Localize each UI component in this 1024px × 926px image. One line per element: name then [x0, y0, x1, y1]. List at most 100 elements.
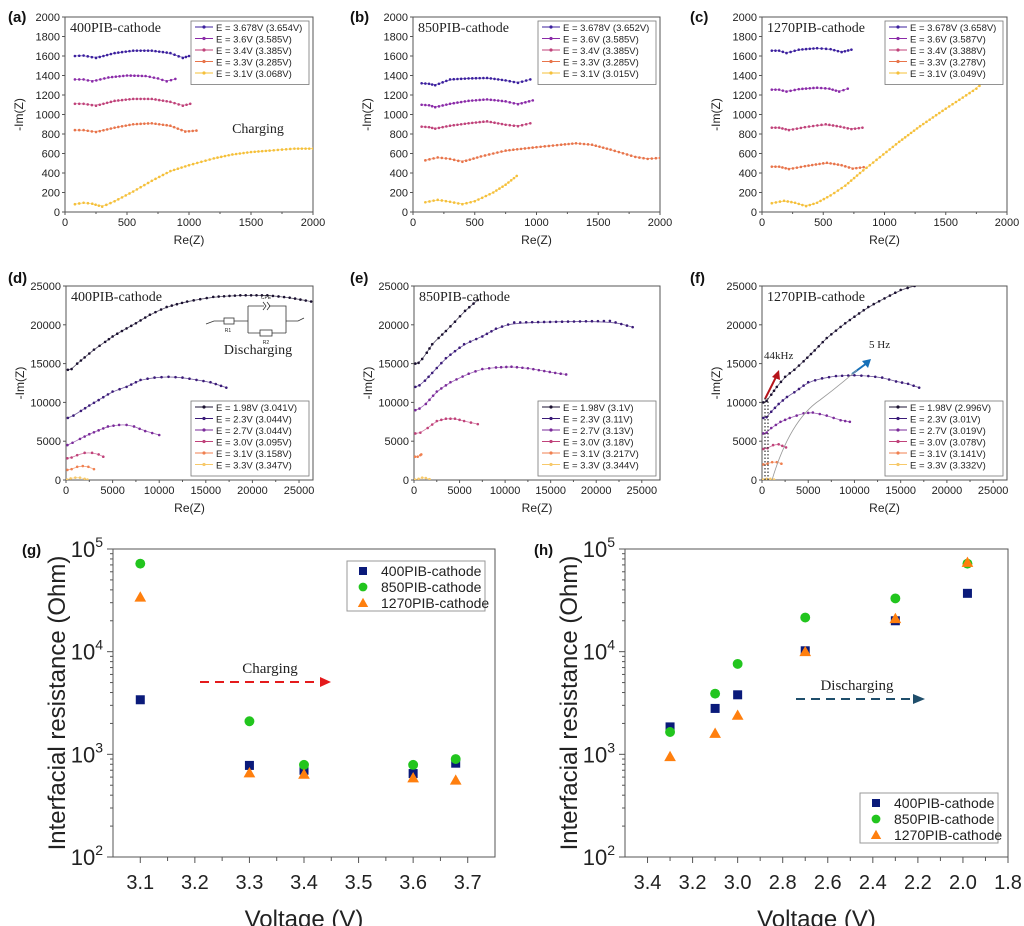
- x-tick-label: 3.5: [345, 872, 373, 894]
- data-point: [532, 367, 535, 371]
- x-axis-label: Voltage (V): [245, 906, 364, 926]
- data-point: [523, 147, 527, 150]
- x-tick-label: 2000: [301, 217, 325, 229]
- data-point: [161, 123, 165, 127]
- data-point: [435, 366, 439, 370]
- data-point: [530, 320, 534, 324]
- data-point: [897, 140, 901, 144]
- data-point: [86, 129, 90, 133]
- x-tick-label: 25000: [978, 485, 1009, 497]
- y-tick-base: 10: [71, 742, 95, 767]
- data-point: [417, 477, 420, 480]
- legend-marker: [896, 405, 900, 409]
- data-point: [524, 101, 527, 104]
- data-point: [793, 391, 796, 394]
- data-point: [187, 163, 191, 167]
- data-point: [553, 371, 557, 375]
- data-point: [83, 356, 86, 359]
- data-point: [113, 99, 116, 103]
- data-point: [868, 163, 872, 167]
- data-point: [143, 183, 146, 187]
- y-tick-label: 800: [42, 129, 60, 141]
- data-point: [161, 173, 165, 177]
- data-point: [968, 91, 971, 95]
- data-point: [476, 298, 480, 302]
- data-point: [500, 78, 504, 82]
- legend-marker: [549, 451, 553, 455]
- data-point: [842, 126, 846, 129]
- data-point: [934, 113, 938, 117]
- data-point: [842, 88, 845, 92]
- data-point: [440, 361, 443, 365]
- data-point: [822, 197, 826, 201]
- data-point: [109, 201, 112, 205]
- data-point: [797, 387, 801, 391]
- legend-label: E = 2.3V (3.044V): [216, 415, 292, 426]
- data-point: [801, 203, 804, 207]
- x-axis-label: Re(Z): [521, 233, 552, 247]
- data-point: [512, 321, 516, 324]
- data-point: [598, 145, 601, 148]
- data-point: [831, 124, 835, 127]
- data-point: [449, 417, 452, 420]
- data-point: [470, 121, 474, 125]
- data-point: [512, 124, 516, 128]
- y-tick-label: 1000: [733, 110, 757, 122]
- plot-area: [134, 558, 462, 785]
- data-point: [71, 441, 74, 445]
- data-point: [97, 453, 100, 456]
- data-point: [781, 127, 784, 130]
- data-point: [288, 147, 292, 151]
- data-point: [789, 50, 792, 54]
- data-point: [496, 99, 500, 102]
- data-point: [169, 100, 172, 104]
- legend-label: E = 3.3V (3.332V): [910, 461, 986, 472]
- data-point: [971, 89, 975, 93]
- data-point: [66, 468, 69, 472]
- data-point: [430, 104, 434, 108]
- data-point: [504, 183, 507, 186]
- legend-label: E = 1.98V (3.041V): [216, 403, 297, 414]
- data-point-triangle: [298, 768, 310, 779]
- data-point: [931, 116, 935, 119]
- data-point: [485, 98, 489, 101]
- data-point: [851, 167, 854, 170]
- data-point: [809, 352, 813, 356]
- data-point: [234, 152, 238, 156]
- data-point: [801, 87, 804, 91]
- data-point: [131, 122, 135, 126]
- data-point: [810, 163, 814, 167]
- data-point: [448, 200, 452, 204]
- data-point: [605, 147, 609, 150]
- data-point: [157, 175, 161, 179]
- data-point: [504, 100, 507, 103]
- data-point: [449, 325, 452, 328]
- data-point: [86, 478, 89, 480]
- x-tick-label: 3.4: [290, 872, 318, 894]
- data-point: [891, 145, 895, 149]
- data-point: [441, 125, 444, 129]
- data-point: [815, 201, 819, 205]
- data-point: [120, 329, 124, 333]
- legend-marker: [870, 829, 882, 839]
- data-point-triangle: [731, 709, 744, 720]
- data-point: [430, 371, 434, 375]
- data-point: [536, 320, 540, 324]
- data-point: [169, 124, 172, 128]
- y-tick-label: 1000: [36, 110, 60, 122]
- data-point: [105, 53, 109, 57]
- y-tick-label: 200: [42, 188, 60, 200]
- data-point: [184, 55, 188, 59]
- data-point: [94, 56, 98, 60]
- data-point: [795, 414, 798, 417]
- x-axis-label: Re(Z): [174, 501, 205, 515]
- data-point: [766, 462, 769, 466]
- data-point: [170, 304, 174, 307]
- data-point: [424, 402, 428, 406]
- x-tick-label: 1500: [586, 217, 610, 229]
- data-point: [586, 143, 590, 146]
- data-point: [491, 191, 495, 194]
- data-point: [485, 120, 489, 123]
- data-point: [508, 79, 512, 83]
- y-tick-label: 400: [42, 168, 60, 180]
